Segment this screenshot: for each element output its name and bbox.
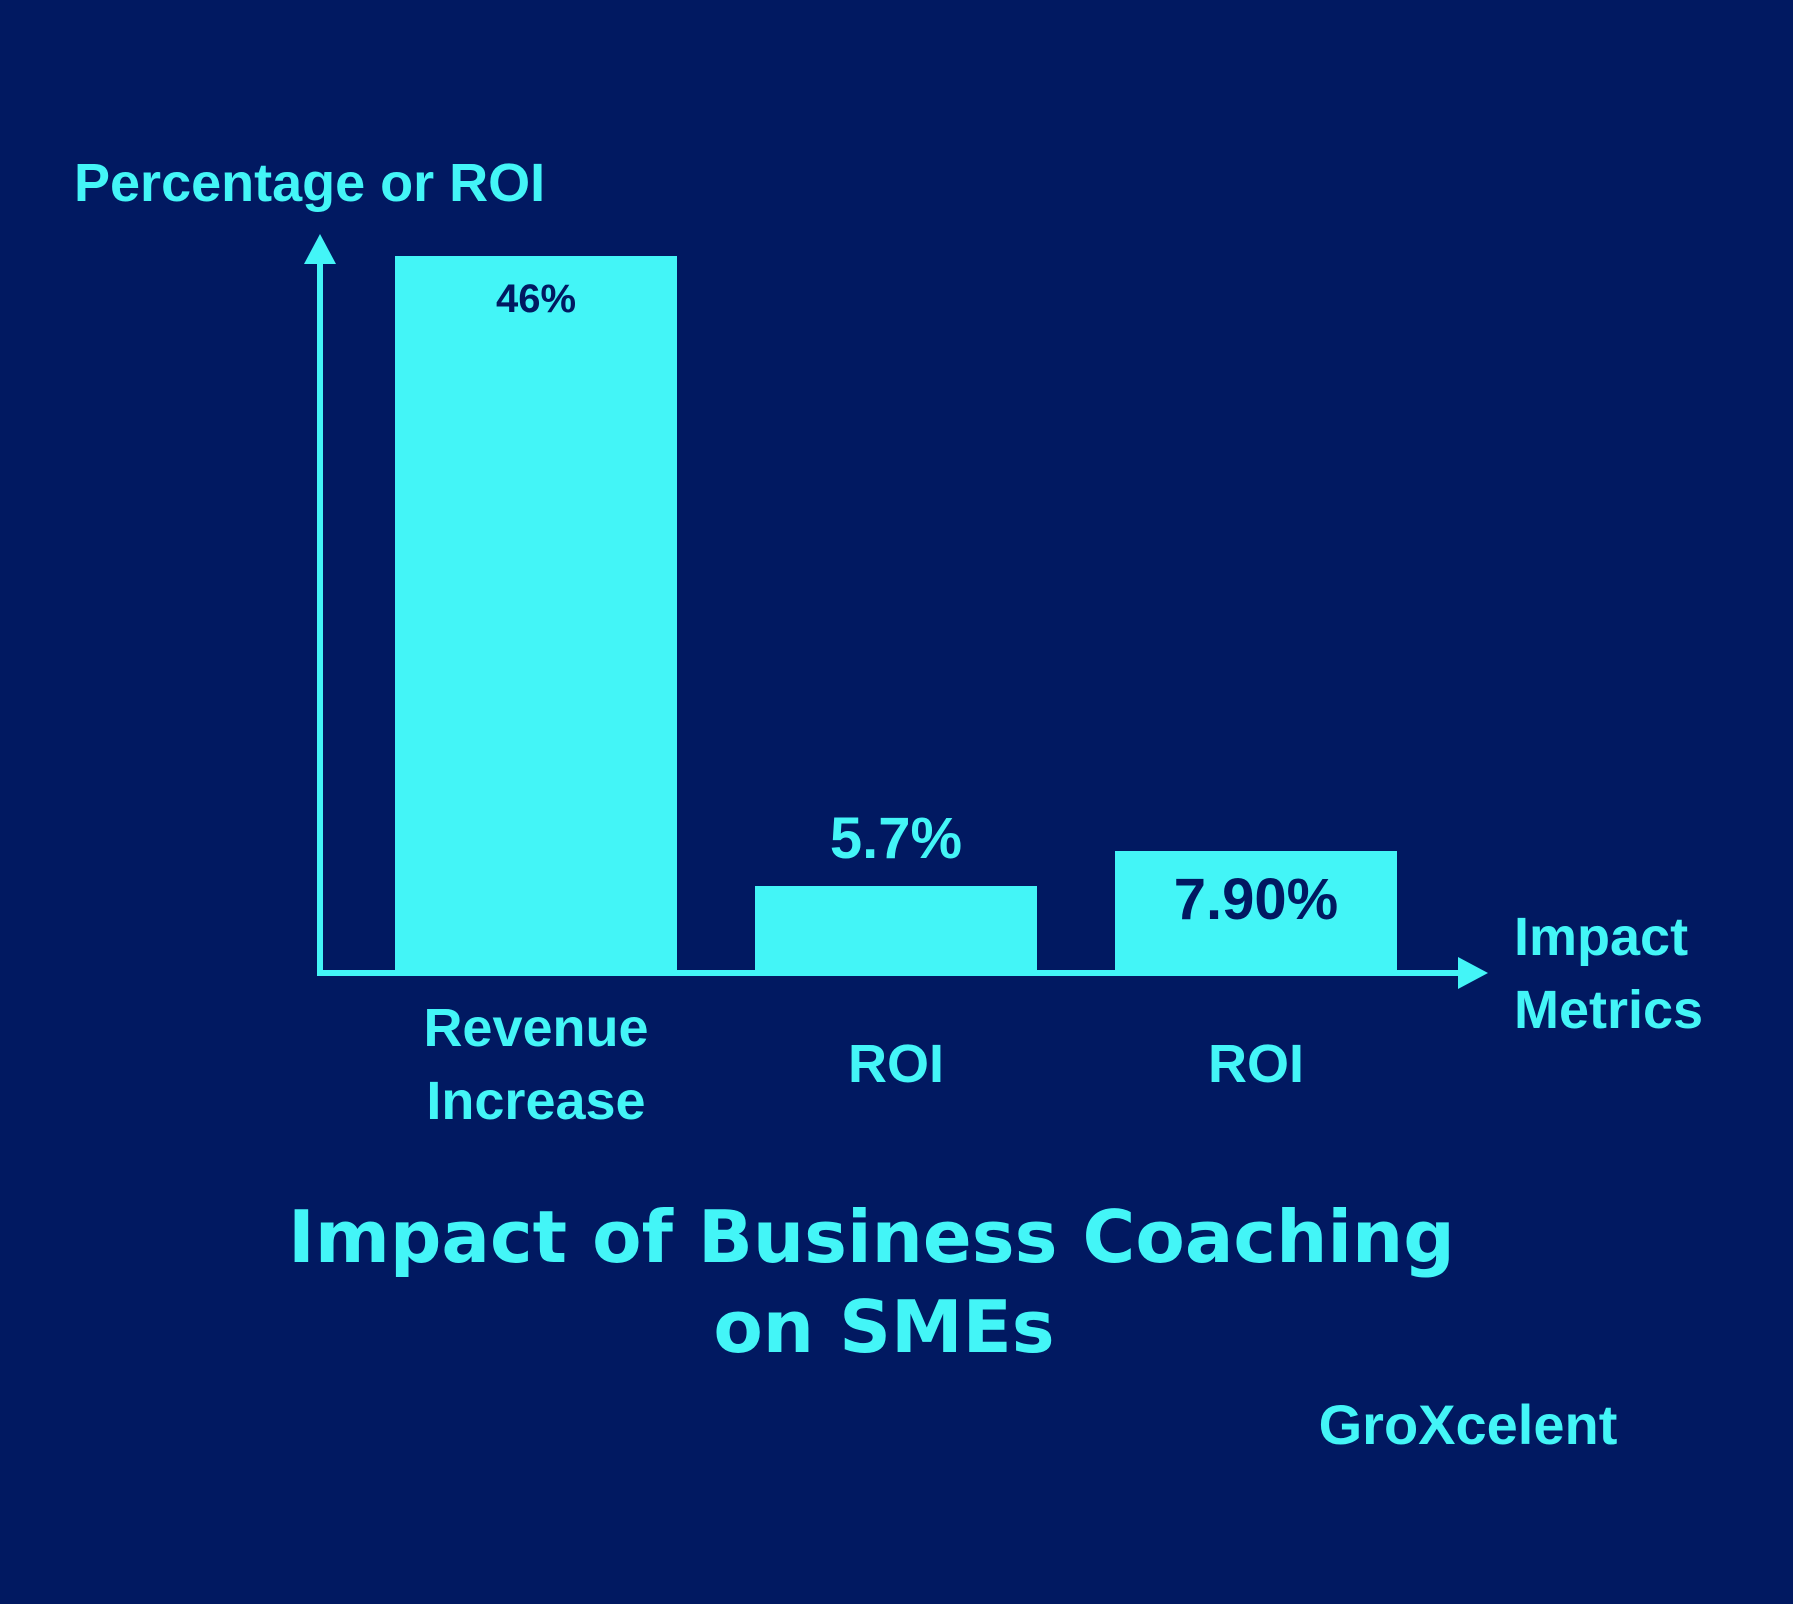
category-label-3: ROI [1208,1034,1304,1094]
category-labels-group: Revenue Increase ROI ROI [423,998,1304,1131]
data-labels-group: 46% 5.7% 7.90% [496,277,1338,932]
x-axis-label-line-2: Metrics [1514,980,1703,1040]
bar-2 [755,886,1037,972]
data-label-2: 5.7% [830,806,962,871]
y-axis-arrow-icon [304,234,336,264]
x-axis-label-line-1: Impact [1514,907,1688,967]
category-label-1-line-2: Increase [426,1071,645,1131]
category-label-2: ROI [848,1034,944,1094]
y-axis-label: Percentage or ROI [74,153,545,213]
category-label-1: Revenue Increase [423,998,648,1131]
brand-name: GroXcelent [1319,1393,1618,1456]
category-label-1-line-1: Revenue [423,998,648,1058]
data-label-1: 46% [496,277,576,321]
chart-title-line-2: on SMEs [713,1285,1054,1369]
chart-title-line-1: Impact of Business Coaching [288,1195,1455,1279]
bars-group [395,256,1397,972]
chart-title: Impact of Business Coaching on SMEs [288,1195,1480,1369]
data-label-3: 7.90% [1174,867,1338,932]
bar-3 [1115,851,1397,972]
bar-1 [395,256,677,972]
x-axis-label: Impact Metrics [1514,907,1703,1040]
x-axis-arrow-icon [1458,957,1488,989]
